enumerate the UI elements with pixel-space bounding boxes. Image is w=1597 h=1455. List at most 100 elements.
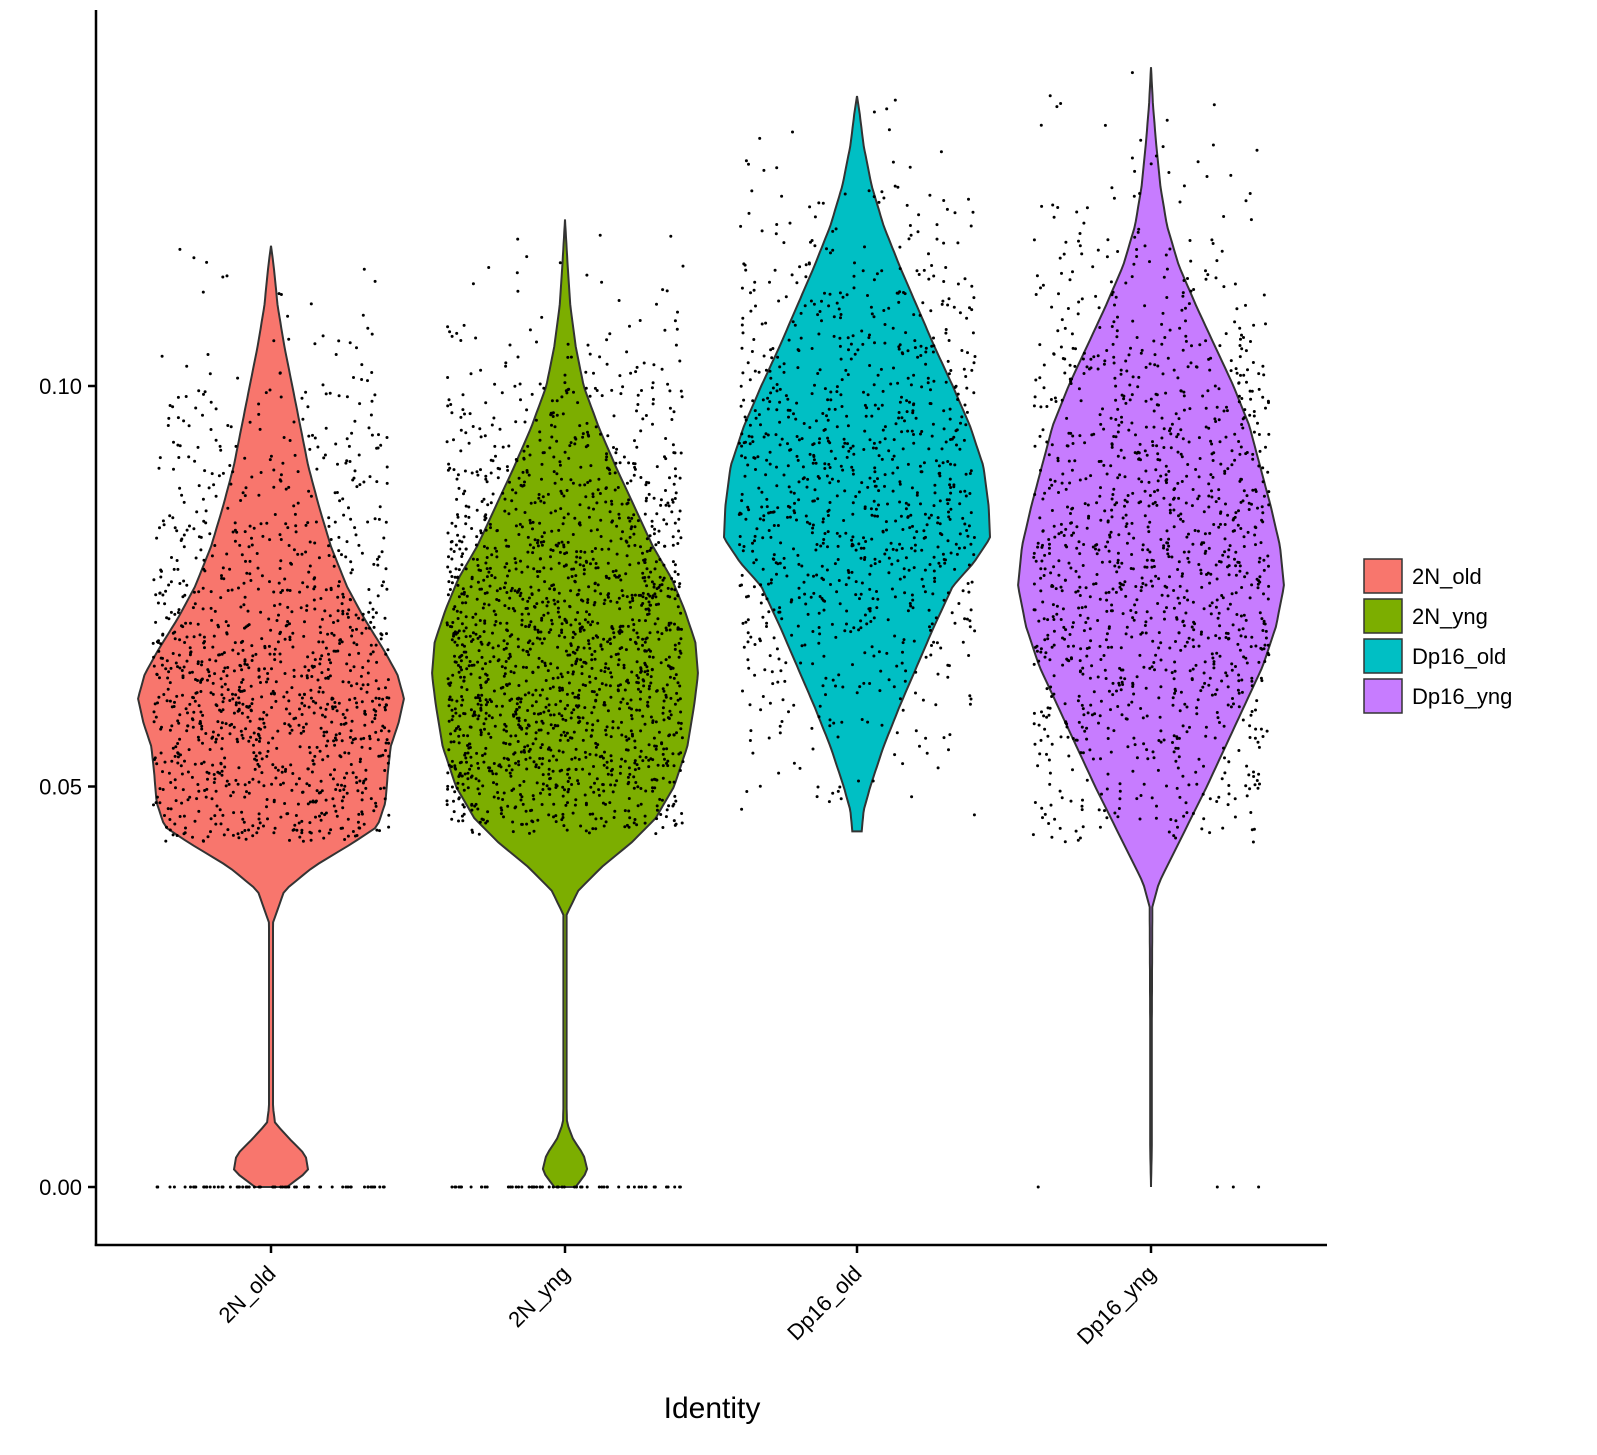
jitter-point	[1126, 494, 1130, 497]
jitter-point	[576, 705, 580, 709]
jitter-point	[887, 678, 891, 682]
jitter-point	[579, 465, 583, 469]
jitter-point	[171, 405, 175, 409]
jitter-point	[249, 579, 253, 582]
jitter-point	[812, 574, 815, 578]
jitter-point	[229, 482, 233, 486]
jitter-point	[552, 455, 556, 459]
jitter-point	[610, 625, 614, 628]
jitter-point	[1137, 501, 1141, 505]
jitter-point	[231, 530, 235, 534]
jitter-point	[602, 1185, 606, 1189]
jitter-point	[542, 710, 546, 714]
jitter-point	[604, 486, 608, 490]
jitter-point	[912, 639, 916, 643]
jitter-point	[307, 1185, 311, 1189]
jitter-point	[462, 805, 466, 809]
jitter-point	[154, 801, 158, 805]
jitter-point	[1074, 829, 1078, 833]
jitter-point	[219, 448, 223, 452]
jitter-point	[620, 757, 624, 761]
jitter-point	[765, 497, 769, 501]
jitter-point	[931, 422, 935, 426]
jitter-point	[907, 503, 911, 507]
jitter-point	[1046, 633, 1050, 637]
jitter-point	[293, 512, 297, 516]
jitter-point	[214, 659, 218, 663]
jitter-point	[862, 390, 865, 394]
jitter-point	[664, 503, 668, 507]
jitter-point	[595, 528, 599, 532]
jitter-point	[538, 438, 542, 442]
jitter-point	[201, 586, 205, 590]
jitter-point	[1261, 364, 1265, 368]
jitter-point	[174, 661, 178, 665]
jitter-point	[628, 563, 632, 567]
jitter-point	[1043, 638, 1047, 642]
jitter-point	[1238, 326, 1242, 330]
jitter-point	[535, 602, 539, 606]
jitter-point	[911, 411, 915, 415]
jitter-point	[515, 271, 519, 275]
jitter-point	[307, 745, 311, 749]
jitter-point	[1099, 422, 1103, 426]
jitter-point	[594, 676, 598, 680]
jitter-point	[943, 561, 947, 565]
jitter-point	[490, 423, 494, 427]
jitter-point	[243, 829, 247, 832]
jitter-point	[849, 357, 853, 361]
jitter-point	[669, 696, 673, 700]
jitter-point	[1218, 624, 1222, 628]
jitter-point	[505, 642, 509, 646]
jitter-point	[474, 336, 478, 340]
jitter-point	[593, 589, 597, 593]
jitter-point	[578, 503, 582, 507]
jitter-point	[786, 408, 790, 412]
jitter-point	[671, 560, 675, 564]
jitter-point	[481, 667, 485, 671]
jitter-point	[524, 679, 528, 683]
jitter-point	[810, 531, 814, 535]
jitter-point	[479, 683, 483, 687]
jitter-point	[559, 507, 563, 511]
jitter-point	[213, 814, 217, 818]
jitter-point	[459, 760, 463, 764]
jitter-point	[653, 1185, 657, 1189]
jitter-point	[519, 559, 522, 563]
jitter-point	[463, 772, 467, 776]
jitter-point	[1080, 804, 1084, 808]
jitter-point	[795, 401, 799, 405]
jitter-point	[459, 1185, 463, 1189]
jitter-point	[288, 731, 292, 735]
jitter-point	[200, 677, 204, 681]
jitter-point	[520, 623, 524, 627]
jitter-point	[483, 591, 487, 595]
jitter-point	[465, 594, 469, 598]
jitter-point	[611, 720, 615, 724]
jitter-point	[588, 394, 592, 398]
jitter-point	[490, 769, 494, 773]
jitter-point	[187, 748, 191, 752]
jitter-point	[526, 599, 530, 603]
jitter-point	[1245, 380, 1248, 384]
jitter-point	[1078, 552, 1082, 556]
jitter-point	[216, 1185, 220, 1189]
jitter-point	[1176, 596, 1180, 600]
jitter-point	[158, 456, 162, 460]
jitter-point	[591, 812, 595, 816]
jitter-point	[590, 658, 594, 662]
jitter-point	[262, 721, 266, 725]
jitter-point	[1060, 796, 1064, 800]
jitter-point	[759, 601, 763, 605]
jitter-point	[509, 774, 513, 778]
jitter-point	[1168, 508, 1172, 512]
jitter-point	[890, 587, 894, 591]
jitter-point	[664, 658, 668, 662]
jitter-point	[284, 707, 288, 711]
jitter-point	[898, 697, 902, 701]
jitter-point	[1130, 393, 1134, 397]
jitter-point	[535, 636, 539, 640]
jitter-point	[607, 547, 611, 551]
jitter-point	[1073, 364, 1077, 368]
jitter-point	[1262, 619, 1266, 623]
